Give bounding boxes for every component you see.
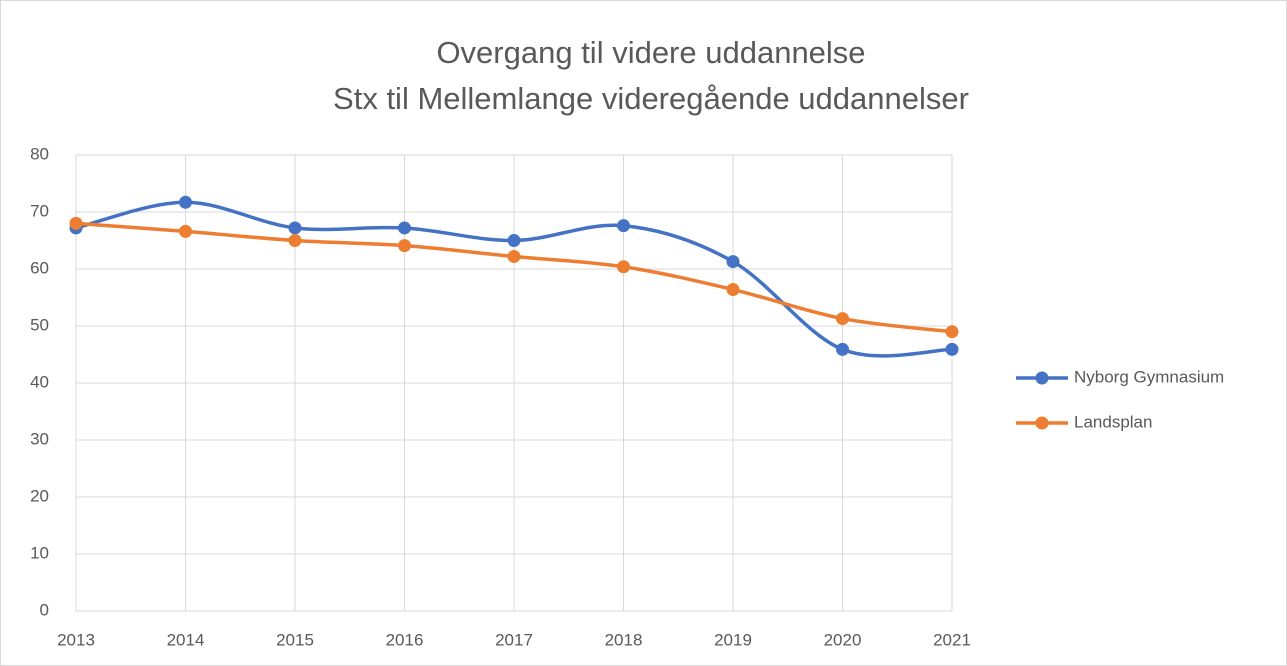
data-point: [945, 342, 959, 356]
data-point: [179, 195, 192, 209]
x-tick-label: 2015: [276, 630, 314, 649]
data-point: [617, 260, 630, 274]
data-point: [726, 283, 740, 297]
y-tick-label: 20: [30, 486, 49, 505]
x-tick-label: 2020: [824, 630, 862, 649]
legend-marker: [1035, 416, 1049, 430]
data-point: [726, 255, 740, 269]
legend-label: Nyborg Gymnasium: [1074, 367, 1224, 386]
data-point: [398, 221, 411, 235]
y-tick-label: 0: [40, 600, 49, 619]
x-tick-label: 2014: [167, 630, 205, 649]
legend-label: Landsplan: [1074, 412, 1152, 431]
x-tick-label: 2019: [714, 630, 752, 649]
y-tick-label: 50: [30, 315, 49, 334]
data-point: [398, 239, 411, 253]
data-point: [288, 234, 302, 247]
data-point: [69, 216, 83, 230]
x-tick-label: 2018: [605, 630, 643, 649]
y-tick-label: 80: [30, 144, 49, 163]
data-point: [617, 219, 630, 233]
data-point: [507, 234, 521, 247]
x-tick-label: 2017: [495, 630, 533, 649]
x-tick-label: 2013: [57, 630, 95, 649]
legend-marker: [1035, 371, 1049, 385]
y-tick-label: 60: [30, 258, 49, 277]
chart-title: Overgang til videre uddannelse: [436, 35, 865, 70]
y-tick-label: 40: [30, 372, 49, 391]
data-point: [507, 249, 521, 263]
y-tick-label: 10: [30, 543, 49, 562]
chart-subtitle: Stx til Mellemlange videregående uddanne…: [333, 81, 969, 116]
data-point: [945, 325, 959, 339]
data-point: [288, 221, 302, 235]
data-point: [836, 342, 849, 356]
data-point: [179, 224, 192, 238]
x-tick-label: 2021: [933, 630, 971, 649]
x-tick-label: 2016: [386, 630, 424, 649]
y-tick-label: 30: [30, 429, 49, 448]
y-tick-label: 70: [30, 201, 49, 220]
data-point: [836, 312, 849, 326]
